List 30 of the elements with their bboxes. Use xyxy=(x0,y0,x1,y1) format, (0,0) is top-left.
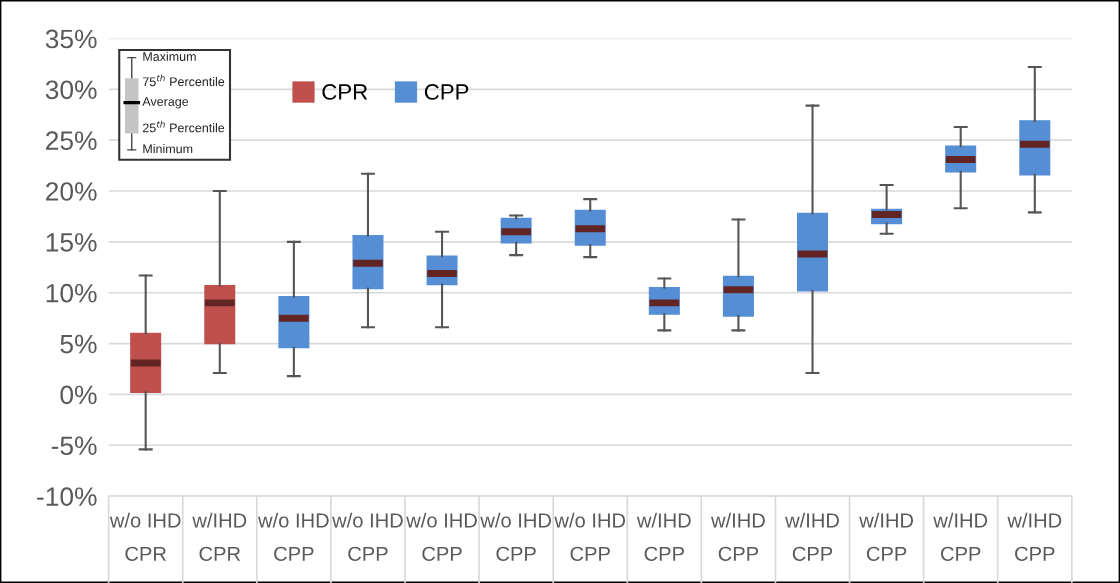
x-tick-label: w/IHD CPP xyxy=(710,512,765,561)
y-tick-label: 0% xyxy=(60,385,97,405)
legend-label: CPP xyxy=(424,84,469,100)
x-tick-label: w/o IHD CPP xyxy=(554,512,626,561)
x-tick-label: w/IHD CPP xyxy=(785,512,839,561)
x-tick-label: w/IHD CPP xyxy=(636,512,691,561)
x-tick-label: w/IHD CPP xyxy=(1007,512,1062,561)
legend-label: CPR xyxy=(322,84,368,100)
y-tick-label: 20% xyxy=(46,182,97,201)
y-tick-label: 15% xyxy=(46,233,97,252)
x-tick-label: w/IHD CPP xyxy=(933,512,988,561)
annotation: Minimum xyxy=(143,144,193,154)
y-tick-label: 25% xyxy=(46,131,97,150)
x-tick-label: w/o IHD CPP xyxy=(258,512,329,561)
x-tick-label: w/o IHD CPR xyxy=(109,512,181,561)
annotation: 75$^{th}$ Percentile xyxy=(142,74,225,87)
x-tick-label: w/o IHD CPP xyxy=(332,512,403,561)
y-tick-label: 5% xyxy=(60,334,97,354)
y-tick-label: 10% xyxy=(46,283,97,303)
y-tick-label: 30% xyxy=(45,80,97,100)
annotation: 25$^{th}$ Percentile xyxy=(142,120,225,133)
annotation: Average xyxy=(142,97,189,109)
x-tick-label: w/o IHD CPP xyxy=(406,512,477,561)
x-tick-label: w/IHD CPP xyxy=(859,512,914,561)
x-tick-label: w/o IHD CPP xyxy=(480,512,551,561)
y-tick-label: -10% xyxy=(37,487,97,506)
x-tick-label: w/IHD CPR xyxy=(192,512,247,561)
y-tick-label: -5% xyxy=(51,436,97,456)
annotation: Maximum xyxy=(143,51,196,61)
y-tick-label: 35% xyxy=(45,29,97,49)
